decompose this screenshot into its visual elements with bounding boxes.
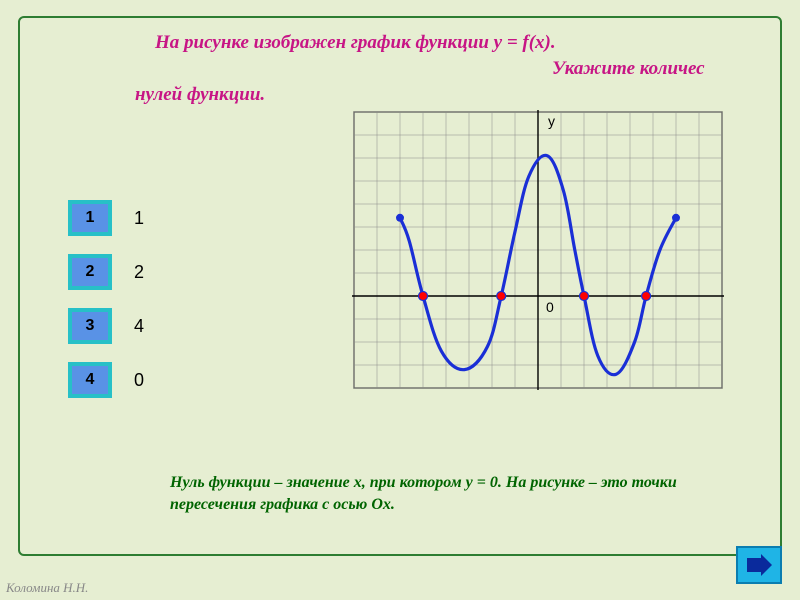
answer-button-4[interactable]: 4 <box>68 362 112 398</box>
answer-row: 1 1 <box>68 200 144 236</box>
answer-button-3[interactable]: 3 <box>68 308 112 344</box>
answer-button-1[interactable]: 1 <box>68 200 112 236</box>
answer-row: 4 0 <box>68 362 144 398</box>
answer-num: 4 <box>86 371 95 389</box>
answer-label: 2 <box>134 262 144 283</box>
next-button[interactable] <box>736 546 782 584</box>
answer-label: 4 <box>134 316 144 337</box>
title-line-2b: нулей функции. <box>135 84 265 106</box>
answer-label: 1 <box>134 208 144 229</box>
svg-text:0: 0 <box>546 299 554 315</box>
answer-row: 3 4 <box>68 308 144 344</box>
answer-num: 1 <box>86 209 95 227</box>
title-line-1: На рисунке изображен график функции y = … <box>155 32 556 54</box>
answer-row: 2 2 <box>68 254 144 290</box>
title-line-2a: Укажите количес <box>552 58 705 80</box>
svg-text:y: y <box>548 113 555 129</box>
author-credit: Коломина Н.Н. <box>6 580 88 596</box>
arrow-right-icon <box>745 554 773 576</box>
answer-list: 1 1 2 2 3 4 4 0 <box>68 200 144 416</box>
hint-text: Нуль функции – значение х, при котором у… <box>170 472 690 515</box>
answer-button-2[interactable]: 2 <box>68 254 112 290</box>
function-graph: 0xy <box>352 110 724 390</box>
answer-num: 3 <box>86 317 95 335</box>
answer-num: 2 <box>86 263 95 281</box>
answer-label: 0 <box>134 370 144 391</box>
